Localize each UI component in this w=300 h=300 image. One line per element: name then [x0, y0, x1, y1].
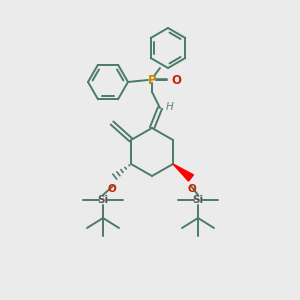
Polygon shape: [173, 164, 194, 181]
Text: Si: Si: [98, 195, 109, 205]
Text: O: O: [188, 184, 196, 194]
Text: O: O: [108, 184, 116, 194]
Text: P: P: [148, 74, 156, 86]
Text: Si: Si: [192, 195, 204, 205]
Text: O: O: [171, 74, 181, 86]
Text: H: H: [166, 102, 174, 112]
